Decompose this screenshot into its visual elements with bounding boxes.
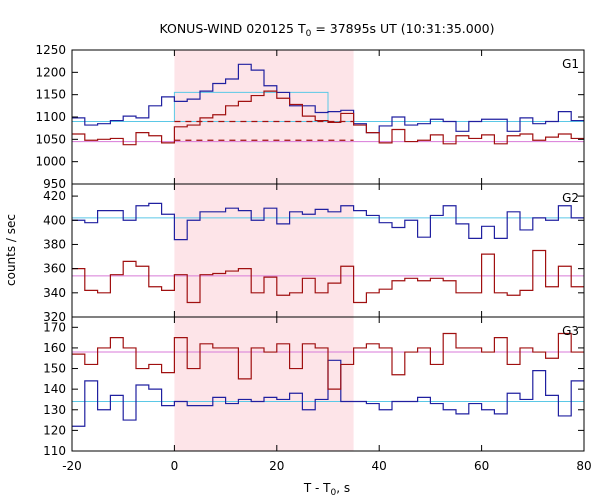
- panel-g3-y-tick-label: 120: [43, 423, 66, 437]
- panel-g3-y-tick-label: 110: [43, 444, 66, 458]
- x-axis-title: T - T0, s: [303, 481, 350, 498]
- burst-interval-shade: [174, 50, 354, 451]
- panel-g1-red-series: [72, 90, 584, 146]
- panel-g2-label: G2: [562, 191, 579, 205]
- panel-g3-y-tick-label: 140: [43, 382, 66, 396]
- x-tick-label: 40: [372, 459, 387, 473]
- panel-g2-y-tick-label: 380: [43, 237, 66, 251]
- panel-g2-y-tick-label: 320: [43, 310, 66, 324]
- panel-g1-blue-interval-level: [173, 91, 329, 122]
- plot-area: 950100010501100115012001250G132034036038…: [35, 43, 591, 473]
- x-tick-label: 60: [474, 459, 489, 473]
- panel-g2-red-series: [72, 249, 584, 304]
- panel-g1-y-tick-label: 1200: [35, 65, 66, 79]
- panel-g1-y-tick-label: 1050: [35, 132, 66, 146]
- x-tick-label: 80: [576, 459, 591, 473]
- panel-g2-y-tick-label: 400: [43, 213, 66, 227]
- panel-g1-label: G1: [562, 57, 579, 71]
- panel-g3-frame: [71, 316, 585, 452]
- panel-g2-y-tick-label: 360: [43, 262, 66, 276]
- panel-g3-y-tick-label: 130: [43, 403, 66, 417]
- panel-g1-y-tick-label: 1250: [35, 43, 66, 57]
- panel-g2-y-tick-label: 420: [43, 189, 66, 203]
- panel-g1-y-tick-label: 1100: [35, 110, 66, 124]
- panel-g3-y-tick-label: 160: [43, 341, 66, 355]
- x-tick-label: 20: [269, 459, 284, 473]
- panel-g1-y-tick-label: 950: [43, 177, 66, 191]
- panel-g1-y-tick-label: 1150: [35, 88, 66, 102]
- panel-g2-y-tick-label: 340: [43, 286, 66, 300]
- chart-title: KONUS-WIND 020125 T0 = 37895s UT (10:31:…: [159, 21, 494, 39]
- x-tick-label: 0: [171, 459, 179, 473]
- panel-g1-y-tick-label: 1000: [35, 155, 66, 169]
- x-tick-label: -20: [62, 459, 82, 473]
- panel-g1-blue-series: [72, 63, 584, 134]
- panel-g3-label: G3: [562, 324, 579, 338]
- panel-g3-red-series: [72, 332, 584, 390]
- panel-g3-y-tick-label: 150: [43, 362, 66, 376]
- y-axis-title: counts / sec: [4, 214, 18, 286]
- panel-g3-y-tick-label: 170: [43, 320, 66, 334]
- panel-g3-blue-series: [72, 359, 584, 427]
- panel-g2-blue-series: [72, 202, 584, 241]
